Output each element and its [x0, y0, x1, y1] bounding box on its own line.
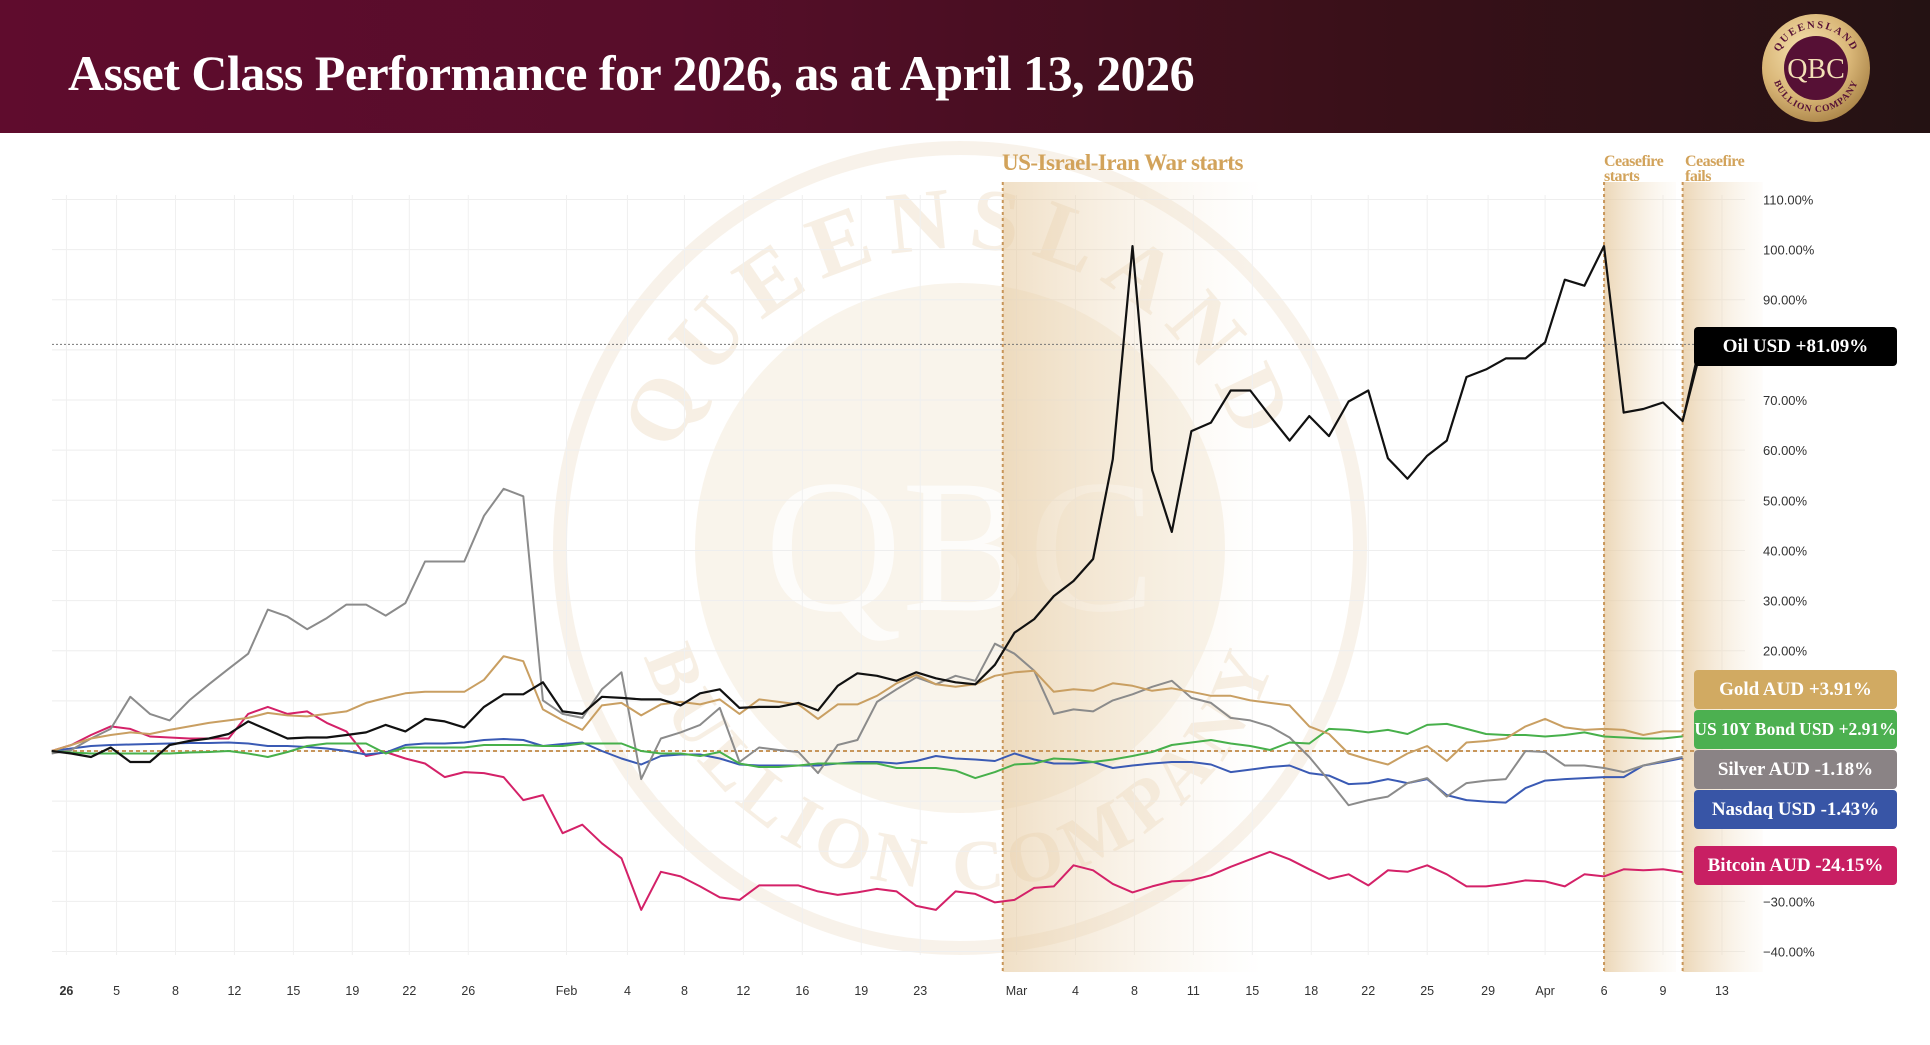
qbc-logo: QUEENSLAND BULLION COMPANY QBC: [1762, 14, 1870, 122]
x-tick-label: 12: [227, 984, 241, 998]
series-line-bond: [51, 722, 1683, 780]
y-tick-label: −30.00%: [1763, 894, 1815, 909]
y-tick-label: 40.00%: [1763, 543, 1808, 558]
event-label-war-starts: US-Israel-Iran War starts: [1002, 150, 1243, 175]
legend-tag-nasdaq: Nasdaq USD -1.43%: [1694, 790, 1897, 829]
y-tick-label: 70.00%: [1763, 393, 1808, 408]
x-tick-label: Mar: [1006, 984, 1028, 998]
x-tick-label: Feb: [556, 984, 578, 998]
x-tick-label: 26: [59, 984, 73, 998]
x-tick-label: 13: [1715, 984, 1729, 998]
x-tick-label: 25: [1420, 984, 1434, 998]
y-tick-label: −40.00%: [1763, 945, 1815, 960]
x-tick-label: 15: [286, 984, 300, 998]
page-title: Asset Class Performance for 2026, as at …: [68, 45, 1195, 101]
x-tick-label: 22: [402, 984, 416, 998]
x-tick-label: 29: [1481, 984, 1495, 998]
legend-tag-gold: Gold AUD +3.91%: [1694, 670, 1897, 709]
x-tick-label: 12: [736, 984, 750, 998]
x-tick-label: 9: [1660, 984, 1667, 998]
x-tick-label: 4: [624, 984, 631, 998]
x-tick-label: 19: [854, 984, 868, 998]
x-tick-label: 23: [913, 984, 927, 998]
series-line-silver: [51, 487, 1683, 807]
event-label-ceasefire-starts: Ceasefire starts: [1604, 153, 1664, 186]
x-tick-label: 8: [1131, 984, 1138, 998]
legend-tag-silver: Silver AUD -1.18%: [1694, 750, 1897, 789]
y-tick-label: 60.00%: [1763, 443, 1808, 458]
y-tick-label: 110.00%: [1763, 192, 1814, 207]
x-tick-label: 4: [1072, 984, 1079, 998]
ceasefire-fails-shade: [1682, 182, 1763, 972]
x-tick-label: 6: [1601, 984, 1608, 998]
x-tick-label: 26: [461, 984, 475, 998]
ceasefire-period-shade: [1604, 182, 1677, 972]
y-tick-label: 20.00%: [1763, 644, 1808, 659]
header-banner: Asset Class Performance for 2026, as at …: [0, 0, 1930, 133]
legend-tag-bond: US 10Y Bond USD +2.91%: [1694, 710, 1897, 749]
x-tick-label: 22: [1361, 984, 1375, 998]
x-tick-label: 8: [172, 984, 179, 998]
x-tick-label: 19: [345, 984, 359, 998]
y-tick-label: 50.00%: [1763, 493, 1808, 508]
x-tick-label: 8: [681, 984, 688, 998]
x-tick-label: 16: [795, 984, 809, 998]
legend-tag-bitcoin: Bitcoin AUD -24.15%: [1694, 846, 1897, 885]
y-tick-label: 90.00%: [1763, 293, 1808, 308]
oil-tag-connector: [1681, 361, 1697, 422]
event-label-ceasefire-fails: Ceasefire fails: [1685, 153, 1745, 186]
war-period-shade: [1002, 182, 1263, 972]
y-tick-label: 100.00%: [1763, 243, 1815, 258]
series-line-bitcoin: [51, 705, 1683, 911]
x-tick-label: 15: [1245, 984, 1259, 998]
x-tick-label: 11: [1187, 984, 1200, 998]
legend-tag-oil: Oil USD +81.09%: [1694, 327, 1897, 366]
svg-text:QBC: QBC: [1787, 54, 1845, 85]
y-tick-label: 30.00%: [1763, 594, 1808, 609]
x-tick-label: 18: [1304, 984, 1318, 998]
series-line-gold: [51, 655, 1683, 766]
series-line-oil: [51, 245, 1704, 764]
x-tick-label: Apr: [1535, 984, 1554, 998]
x-tick-label: 5: [113, 984, 120, 998]
